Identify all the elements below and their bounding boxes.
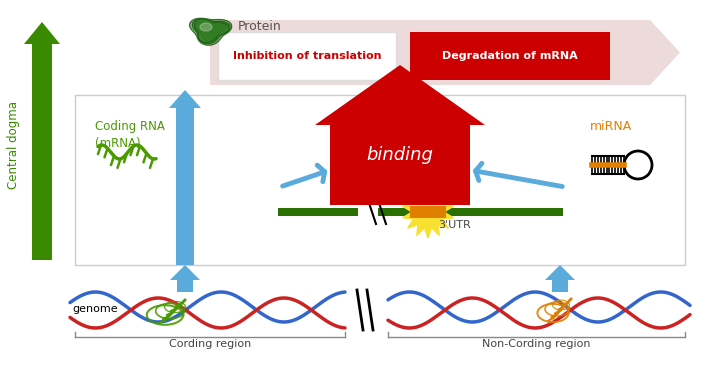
Polygon shape: [192, 19, 230, 44]
Polygon shape: [315, 65, 485, 125]
Text: Non-Cording region: Non-Cording region: [482, 339, 590, 349]
FancyBboxPatch shape: [410, 206, 446, 218]
Polygon shape: [200, 23, 212, 31]
Polygon shape: [402, 186, 454, 238]
Text: miRNA: miRNA: [590, 120, 632, 133]
Polygon shape: [545, 265, 575, 292]
Text: genome: genome: [72, 304, 117, 314]
Polygon shape: [210, 20, 680, 85]
FancyBboxPatch shape: [378, 208, 563, 216]
Polygon shape: [189, 18, 232, 45]
Text: 3'UTR: 3'UTR: [438, 220, 472, 230]
Text: Cording region: Cording region: [169, 339, 251, 349]
Text: Protein: Protein: [238, 21, 282, 33]
Polygon shape: [194, 19, 229, 43]
Text: Central dogma: Central dogma: [7, 101, 20, 189]
Text: Inhibition of translation: Inhibition of translation: [233, 51, 382, 61]
FancyBboxPatch shape: [330, 125, 470, 205]
Text: Degradation of mRNA: Degradation of mRNA: [442, 51, 578, 61]
Polygon shape: [194, 22, 225, 41]
Text: binding: binding: [366, 146, 433, 164]
FancyBboxPatch shape: [278, 208, 358, 216]
FancyBboxPatch shape: [218, 32, 396, 80]
Polygon shape: [169, 90, 201, 265]
Polygon shape: [170, 265, 200, 292]
FancyBboxPatch shape: [75, 95, 685, 265]
Polygon shape: [24, 22, 60, 260]
Text: Coding RNA
(mRNA): Coding RNA (mRNA): [95, 120, 165, 150]
FancyBboxPatch shape: [410, 32, 610, 80]
